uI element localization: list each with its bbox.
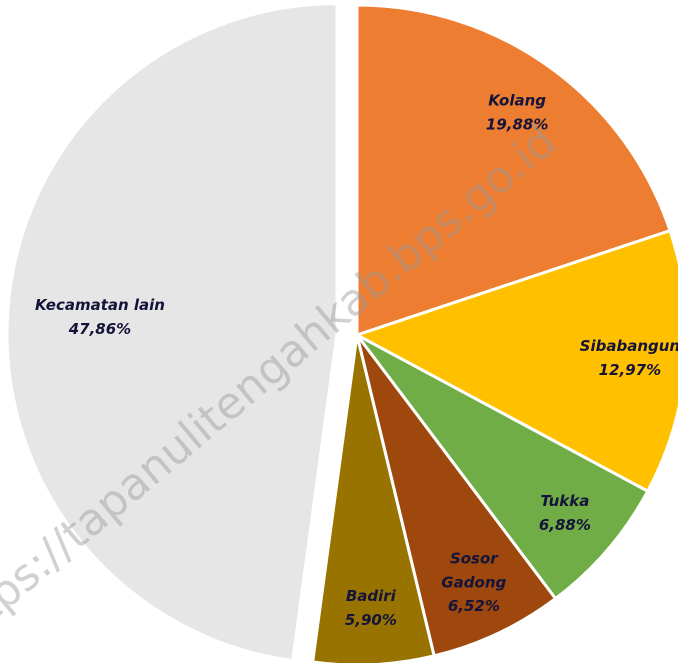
slice-value-label: 5,90% xyxy=(345,611,397,629)
slice-value-label: 19,88% xyxy=(486,115,548,133)
slice-label: Sibabangun xyxy=(580,337,678,355)
slice-label: Tukka xyxy=(540,492,589,510)
pie-slice xyxy=(355,333,650,601)
pie-slice xyxy=(311,334,436,663)
pie xyxy=(5,2,678,663)
slice-value-label: 6,52% xyxy=(448,597,500,615)
slice-value-label: 6,88% xyxy=(539,516,591,534)
slice-label: Badiri xyxy=(346,587,397,605)
slice-value-label: 47,86% xyxy=(68,320,131,338)
slice-label: Kecamatan lain xyxy=(35,296,165,314)
pie-slice xyxy=(353,228,678,494)
slice-value-label: 12,97% xyxy=(599,361,661,379)
labels: Kolang 19,88% Sibabangun 12,97% Tukka 6,88% So… xyxy=(35,91,678,629)
slice-label: Sosor Gadong xyxy=(441,549,506,591)
pie-slice xyxy=(5,2,339,663)
pie-slice xyxy=(355,334,558,658)
pie-slice xyxy=(355,3,672,338)
slice-label: Kolang xyxy=(488,91,546,109)
